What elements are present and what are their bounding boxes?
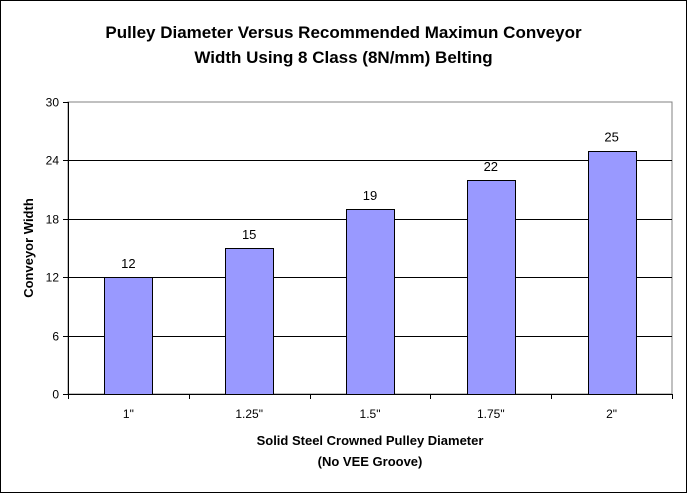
- y-tick-label: 12: [46, 271, 60, 285]
- data-label: 19: [363, 188, 377, 203]
- bar: [588, 151, 637, 395]
- bar: [467, 180, 516, 395]
- data-label: 22: [484, 159, 498, 174]
- y-ticks: 0 6 12 18 24 30: [46, 96, 672, 402]
- x-axis-title-line-1: Solid Steel Crowned Pulley Diameter: [257, 433, 484, 448]
- y-axis-title: Conveyor Width: [21, 198, 36, 298]
- data-label: 12: [121, 256, 135, 271]
- data-label: 15: [242, 227, 256, 242]
- bar: [104, 277, 153, 395]
- x-tick-label: 1": [123, 407, 134, 421]
- x-ticks: 1" 1.25" 1.5" 1.75" 2": [68, 394, 673, 421]
- y-tick-label: 6: [52, 330, 59, 344]
- x-tick-label: 1.75": [477, 407, 505, 421]
- data-label: 25: [604, 130, 618, 145]
- x-tick-label: 1.25": [235, 407, 263, 421]
- y-tick-label: 0: [52, 388, 59, 402]
- chart-title-line-1: Pulley Diameter Versus Recommended Maxim…: [105, 23, 582, 42]
- chart-title-line-2: Width Using 8 Class (8N/mm) Belting: [194, 48, 493, 67]
- y-tick-label: 24: [46, 154, 60, 168]
- x-tick-label: 1.5": [360, 407, 381, 421]
- bar: [225, 248, 274, 395]
- bar: [346, 209, 395, 395]
- bars: 12 15 19 22 25: [104, 130, 637, 395]
- chart-title: Pulley Diameter Versus Recommended Maxim…: [0, 20, 687, 70]
- y-tick-label: 18: [46, 213, 60, 227]
- y-tick-label: 30: [46, 96, 60, 110]
- x-tick-label: 2": [606, 407, 617, 421]
- x-axis-title-line-2: (No VEE Groove): [318, 454, 423, 469]
